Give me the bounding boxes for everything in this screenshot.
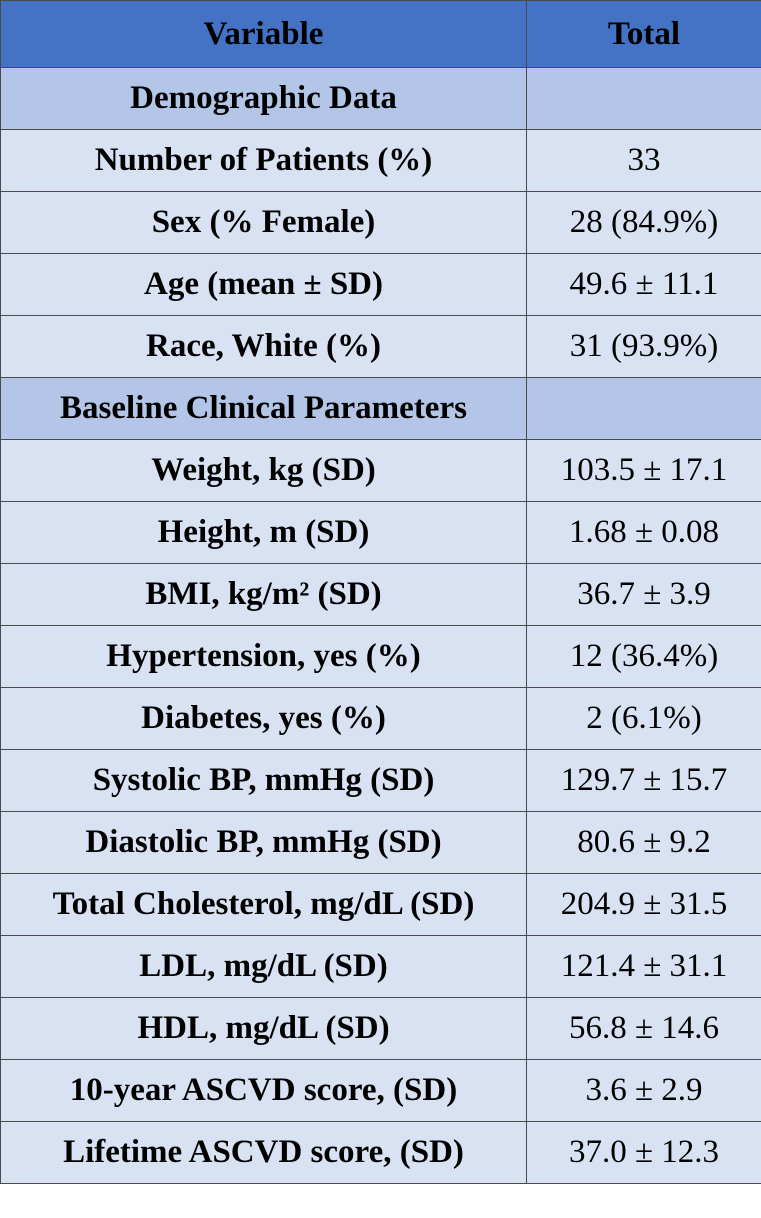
row-label: LDL, mg/dL (SD) <box>0 935 527 998</box>
row-value: 129.7 ± 15.7 <box>526 749 761 812</box>
row-value: 121.4 ± 31.1 <box>526 935 761 998</box>
header-row: Variable Total <box>0 0 761 68</box>
table-row: Lifetime ASCVD score, (SD) 37.0 ± 12.3 <box>0 1121 761 1184</box>
row-label: Hypertension, yes (%) <box>0 625 527 688</box>
row-value: 3.6 ± 2.9 <box>526 1059 761 1122</box>
table-row: Hypertension, yes (%) 12 (36.4%) <box>0 625 761 688</box>
table-row: Sex (% Female) 28 (84.9%) <box>0 191 761 254</box>
row-label: Diabetes, yes (%) <box>0 687 527 750</box>
table-row: Systolic BP, mmHg (SD) 129.7 ± 15.7 <box>0 749 761 812</box>
table-row: Race, White (%) 31 (93.9%) <box>0 315 761 378</box>
row-value: 33 <box>526 129 761 192</box>
row-value: 204.9 ± 31.5 <box>526 873 761 936</box>
table-row: Height, m (SD) 1.68 ± 0.08 <box>0 501 761 564</box>
row-value: 37.0 ± 12.3 <box>526 1121 761 1184</box>
row-label: 10-year ASCVD score, (SD) <box>0 1059 527 1122</box>
table-row: 10-year ASCVD score, (SD) 3.6 ± 2.9 <box>0 1059 761 1122</box>
row-label: Number of Patients (%) <box>0 129 527 192</box>
table-row: HDL, mg/dL (SD) 56.8 ± 14.6 <box>0 997 761 1060</box>
section-empty-cell <box>526 67 761 130</box>
row-value: 28 (84.9%) <box>526 191 761 254</box>
table-row: BMI, kg/m² (SD) 36.7 ± 3.9 <box>0 563 761 626</box>
table-row: LDL, mg/dL (SD) 121.4 ± 31.1 <box>0 935 761 998</box>
row-label: BMI, kg/m² (SD) <box>0 563 527 626</box>
row-label: Total Cholesterol, mg/dL (SD) <box>0 873 527 936</box>
row-value: 103.5 ± 17.1 <box>526 439 761 502</box>
row-label: Race, White (%) <box>0 315 527 378</box>
row-label: Diastolic BP, mmHg (SD) <box>0 811 527 874</box>
table-row: Age (mean ± SD) 49.6 ± 11.1 <box>0 253 761 316</box>
table-row: Weight, kg (SD) 103.5 ± 17.1 <box>0 439 761 502</box>
baseline-characteristics-table: Variable Total Demographic Data Number o… <box>0 0 761 1184</box>
row-label: Age (mean ± SD) <box>0 253 527 316</box>
row-value: 31 (93.9%) <box>526 315 761 378</box>
row-value: 80.6 ± 9.2 <box>526 811 761 874</box>
table-row: Diastolic BP, mmHg (SD) 80.6 ± 9.2 <box>0 811 761 874</box>
row-value: 2 (6.1%) <box>526 687 761 750</box>
section-title: Demographic Data <box>0 67 527 130</box>
header-total: Total <box>526 0 761 68</box>
row-value: 49.6 ± 11.1 <box>526 253 761 316</box>
row-label: Height, m (SD) <box>0 501 527 564</box>
row-label: Systolic BP, mmHg (SD) <box>0 749 527 812</box>
row-label: Sex (% Female) <box>0 191 527 254</box>
row-label: HDL, mg/dL (SD) <box>0 997 527 1060</box>
row-value: 1.68 ± 0.08 <box>526 501 761 564</box>
row-value: 36.7 ± 3.9 <box>526 563 761 626</box>
row-label: Weight, kg (SD) <box>0 439 527 502</box>
section-row-demographic: Demographic Data <box>0 67 761 130</box>
section-title: Baseline Clinical Parameters <box>0 377 527 440</box>
row-value: 56.8 ± 14.6 <box>526 997 761 1060</box>
row-label: Lifetime ASCVD score, (SD) <box>0 1121 527 1184</box>
table-row: Total Cholesterol, mg/dL (SD) 204.9 ± 31… <box>0 873 761 936</box>
row-value: 12 (36.4%) <box>526 625 761 688</box>
table-row: Number of Patients (%) 33 <box>0 129 761 192</box>
section-row-baseline-clinical: Baseline Clinical Parameters <box>0 377 761 440</box>
table-row: Diabetes, yes (%) 2 (6.1%) <box>0 687 761 750</box>
section-empty-cell <box>526 377 761 440</box>
header-variable: Variable <box>0 0 527 68</box>
